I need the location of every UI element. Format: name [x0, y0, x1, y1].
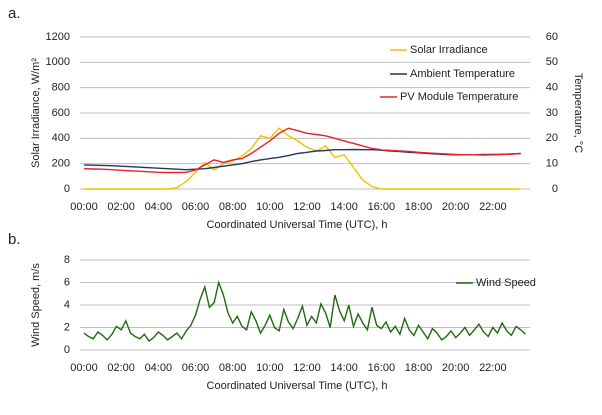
x-tick-label: 02:00 [107, 362, 135, 374]
y-tick-label: 600 [52, 107, 70, 119]
data-line [83, 148, 521, 171]
x-tick-label: 22:00 [479, 362, 507, 374]
data-line [83, 127, 521, 174]
x-tick-label: 04:00 [145, 362, 173, 374]
panel-label: b. [8, 231, 21, 248]
x-tick-label: 18:00 [405, 201, 433, 213]
legend-label: Solar Irradiance [410, 44, 488, 56]
data-line [83, 280, 526, 342]
x-tick-label: 14:00 [330, 201, 358, 213]
y-tick-label: 0 [64, 344, 70, 356]
y2-axis-label: Temperature, °C [572, 73, 584, 153]
y2-tick-label: 60 [546, 31, 558, 43]
y2-tick-label: 40 [546, 82, 558, 94]
y-tick-label: 4 [64, 299, 70, 311]
y-tick-label: 6 [64, 276, 70, 288]
x-tick-label: 06:00 [182, 201, 210, 213]
x-tick-label: 16:00 [368, 201, 396, 213]
x-tick-label: 18:00 [405, 362, 433, 374]
x-tick-label: 02:00 [107, 201, 135, 213]
y-tick-label: 1000 [46, 56, 70, 68]
y2-tick-label: 10 [546, 158, 558, 170]
x-tick-label: 10:00 [256, 201, 284, 213]
x-tick-label: 08:00 [219, 362, 247, 374]
x-tick-label: 04:00 [145, 201, 173, 213]
x-tick-label: 12:00 [293, 362, 321, 374]
y2-tick-label: 20 [546, 132, 558, 144]
x-tick-label: 20:00 [442, 362, 470, 374]
x-tick-label: 00:00 [70, 201, 98, 213]
x-axis-label: Coordinated Universal Time (UTC), h [207, 219, 388, 231]
x-tick-label: 00:00 [70, 362, 98, 374]
x-tick-label: 14:00 [330, 362, 358, 374]
y-tick-label: 400 [52, 132, 70, 144]
panel-label: a. [8, 5, 21, 22]
legend-label: Ambient Temperature [410, 68, 515, 80]
y2-tick-label: 30 [546, 107, 558, 119]
y-tick-label: 200 [52, 158, 70, 170]
y-tick-label: 8 [64, 254, 70, 266]
y-tick-label: 1200 [46, 31, 70, 43]
y2-tick-label: 0 [552, 183, 558, 195]
x-tick-label: 06:00 [182, 362, 210, 374]
y-axis-label: Wind Speed, m/s [30, 263, 42, 347]
x-tick-label: 10:00 [256, 362, 284, 374]
legend-label: PV Module Temperature [400, 91, 518, 103]
x-tick-label: 20:00 [442, 201, 470, 213]
x-tick-label: 08:00 [219, 201, 247, 213]
y2-tick-label: 50 [546, 56, 558, 68]
y-tick-label: 800 [52, 82, 70, 94]
x-axis-label: Coordinated Universal Time (UTC), h [207, 380, 388, 392]
y-axis-label: Solar Irradiance, W/m² [30, 58, 42, 168]
y-tick-label: 0 [64, 183, 70, 195]
x-tick-label: 12:00 [293, 201, 321, 213]
y-tick-label: 2 [64, 321, 70, 333]
legend-label: Wind Speed [476, 277, 536, 289]
data-line [84, 127, 521, 190]
x-tick-label: 16:00 [368, 362, 396, 374]
x-tick-label: 22:00 [479, 201, 507, 213]
